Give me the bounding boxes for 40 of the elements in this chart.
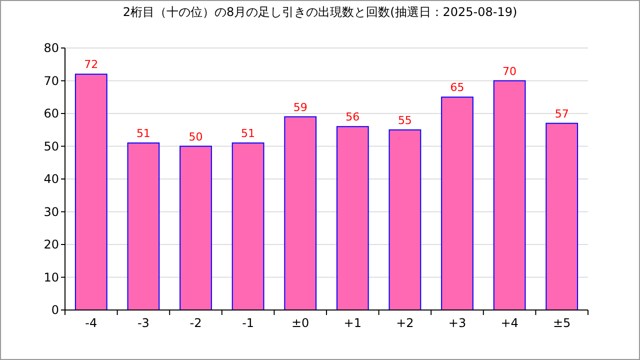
x-tick-label: ±5 (553, 316, 571, 330)
x-tick-label: +1 (344, 316, 362, 330)
x-tick-label: +4 (500, 316, 518, 330)
data-label: 51 (136, 126, 150, 140)
y-tick-label: 40 (44, 172, 59, 186)
data-label: 57 (554, 107, 569, 120)
bar (388, 129, 422, 310)
bar (232, 142, 264, 310)
data-label: 56 (346, 110, 360, 124)
data-label: 72 (84, 58, 98, 72)
y-tick-label: 0 (51, 303, 59, 317)
chart-title: 2桁目（十の位）の8月の足し引きの出現数と回数(抽選日：2025-08-19) (122, 5, 518, 19)
x-tick-label: -4 (85, 316, 98, 330)
y-tick-label: 80 (44, 41, 59, 55)
data-label: 59 (293, 100, 308, 114)
x-tick-label: ±0 (292, 316, 310, 330)
y-tick-label: 60 (44, 106, 59, 120)
bar (284, 116, 317, 310)
data-label: 50 (188, 130, 203, 144)
bar (336, 126, 369, 310)
y-tick-label: 20 (44, 238, 59, 252)
x-tick-label: -2 (190, 316, 202, 330)
bar (127, 142, 160, 310)
x-tick-label: -1 (242, 316, 254, 330)
bar (180, 146, 212, 310)
bar (493, 80, 526, 310)
data-label: 70 (502, 64, 517, 78)
data-label: 51 (241, 126, 256, 140)
y-tick-label: 30 (44, 204, 59, 219)
x-tick-label: -3 (137, 316, 150, 330)
bar (546, 122, 578, 310)
data-label: 55 (398, 114, 412, 127)
data-label: 65 (450, 81, 464, 94)
x-tick-label: +2 (396, 316, 414, 330)
x-tick-label: +3 (448, 316, 466, 330)
bar (74, 74, 108, 310)
y-tick-label: 70 (44, 74, 59, 88)
y-tick-label: 50 (44, 139, 59, 154)
bar (441, 96, 474, 310)
y-tick-label: 10 (44, 270, 59, 284)
